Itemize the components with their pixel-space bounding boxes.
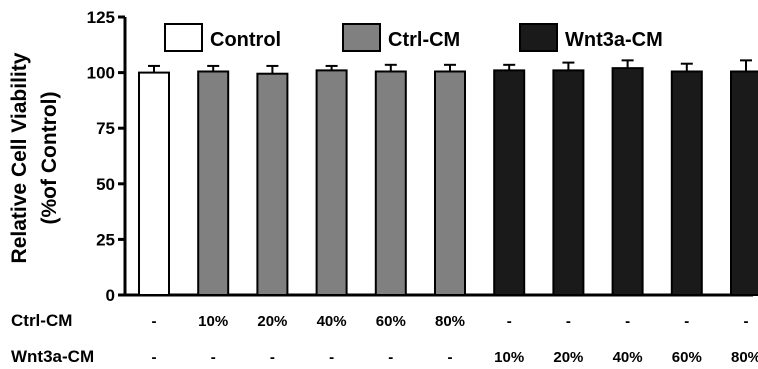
condition-row-label: Ctrl-CM: [11, 311, 72, 330]
condition-value: -: [684, 313, 689, 330]
condition-value: 10%: [494, 349, 524, 366]
legend-swatch: [519, 23, 558, 52]
bar: [730, 70, 758, 296]
condition-value: -: [211, 349, 216, 366]
condition-value: 80%: [435, 313, 465, 330]
y-tick-label: 75: [96, 119, 115, 138]
y-tick-label: 125: [87, 8, 115, 27]
y-axis-title-line2: (%of Control): [38, 92, 61, 225]
bar: [138, 71, 170, 296]
condition-value: -: [388, 349, 393, 366]
bar: [611, 67, 644, 297]
legend-swatch: [164, 23, 203, 52]
bar: [434, 70, 466, 296]
condition-value: -: [566, 313, 571, 330]
condition-value: -: [507, 313, 512, 330]
condition-value: -: [152, 349, 157, 366]
condition-value: -: [270, 349, 275, 366]
condition-value: 20%: [553, 349, 583, 366]
y-axis-title-line1: Relative Cell Viability: [8, 52, 31, 263]
legend-label: Wnt3a-CM: [565, 29, 663, 51]
legend: Control Ctrl-CM Wnt3a-CM: [164, 23, 663, 52]
bar: [670, 70, 703, 296]
condition-table: Ctrl-CM - 10% 20% 40% 60% 80% - - - - - Wnt3a-CM - - - -…: [11, 311, 758, 366]
bar: [493, 69, 526, 296]
condition-row-label: Wnt3a-CM: [11, 347, 94, 366]
y-tick-label: 100: [87, 64, 115, 83]
condition-value: 60%: [376, 313, 406, 330]
bar: [374, 70, 407, 296]
condition-value: 40%: [613, 349, 643, 366]
condition-value: -: [152, 313, 157, 330]
bars: [138, 59, 758, 297]
condition-value: 60%: [672, 349, 702, 366]
condition-value: -: [744, 313, 749, 330]
bar: [197, 70, 230, 296]
condition-value: 80%: [731, 349, 758, 366]
y-tick-label: 0: [106, 286, 115, 305]
bar: [552, 69, 585, 296]
y-axis-ticks: 0 25 50 75 100 125: [87, 8, 125, 305]
y-tick-label: 25: [96, 230, 115, 249]
condition-value: 20%: [257, 313, 287, 330]
condition-value: -: [625, 313, 630, 330]
y-axis-title: Relative Cell Viability (%of Control): [8, 52, 61, 263]
y-tick-label: 50: [96, 175, 115, 194]
condition-value: 40%: [317, 313, 347, 330]
bar: [256, 72, 289, 296]
legend-label: Control: [210, 29, 281, 51]
bar: [315, 69, 348, 296]
condition-value: 10%: [198, 313, 228, 330]
legend-label: Ctrl-CM: [388, 29, 460, 51]
condition-value: -: [448, 349, 453, 366]
legend-swatch: [342, 23, 381, 52]
condition-value: -: [329, 349, 334, 366]
